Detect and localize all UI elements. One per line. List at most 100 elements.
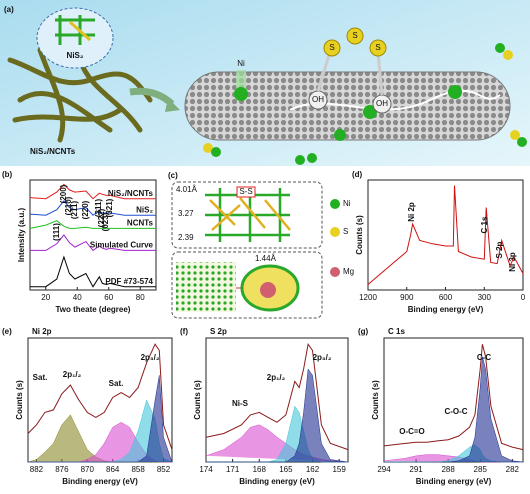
series-line bbox=[30, 234, 156, 252]
caption: NiS₂/NCNTs bbox=[30, 147, 76, 156]
x-tick-label: 168 bbox=[253, 465, 267, 474]
series-label: Simulated Curve bbox=[90, 241, 154, 250]
x-tick-label: 876 bbox=[55, 465, 69, 474]
x-axis-label: Binding energy (eV) bbox=[62, 477, 138, 486]
annotation: 2p₃/₂ bbox=[141, 353, 160, 362]
x-axis-label: Binding energy (eV) bbox=[416, 477, 492, 486]
tangle bbox=[7, 47, 153, 143]
x-tick-label: 80 bbox=[136, 293, 145, 302]
panel-label: (a) bbox=[4, 5, 14, 14]
x-tick-label: 852 bbox=[157, 465, 171, 474]
x-tick-label: 174 bbox=[199, 465, 213, 474]
charts: (b) 20 40 60 80 Two theate (degree) Intensity … bbox=[2, 170, 526, 486]
annotation: (211) bbox=[70, 201, 79, 220]
series-line bbox=[205, 342, 349, 451]
plot-frame bbox=[367, 179, 524, 291]
x-tick-label: 600 bbox=[439, 293, 453, 302]
x-tick-label: 870 bbox=[81, 465, 95, 474]
annotation: Sat. bbox=[33, 373, 48, 382]
annotation: Sat. bbox=[109, 379, 124, 388]
x-tick-label: 291 bbox=[409, 465, 423, 474]
series-line bbox=[29, 200, 156, 216]
x-tick-label: 858 bbox=[131, 465, 145, 474]
oh-label: OH bbox=[376, 99, 388, 108]
series-label: NCNTs bbox=[127, 219, 154, 228]
annotation: (210) bbox=[64, 196, 73, 215]
x-axis-label: Binding energy (eV) bbox=[239, 477, 315, 486]
distance: 3.27 bbox=[178, 209, 194, 218]
series-line bbox=[27, 343, 173, 450]
legend-label: Ni bbox=[343, 199, 351, 208]
annotation: C 1s bbox=[480, 216, 489, 233]
annotation: 2p₁/₂ bbox=[63, 370, 82, 379]
series-line bbox=[28, 375, 173, 463]
panel-label: (d) bbox=[352, 170, 363, 179]
legend-s bbox=[330, 227, 340, 237]
x-tick-label: 162 bbox=[306, 465, 320, 474]
legend-ni bbox=[330, 199, 340, 209]
series-line bbox=[383, 344, 524, 451]
annotation: Ni 3p bbox=[508, 252, 517, 272]
annotation: (111) bbox=[52, 223, 61, 241]
arrow-head bbox=[165, 98, 180, 112]
floating-molecules bbox=[203, 43, 527, 165]
x-tick-label: 171 bbox=[226, 465, 240, 474]
annotation: 2p₃/₂ bbox=[313, 353, 332, 362]
legend-mg bbox=[330, 267, 340, 277]
x-tick-label: 159 bbox=[332, 465, 346, 474]
panel-title: S 2p bbox=[210, 327, 227, 336]
distance: 2.39 bbox=[178, 233, 194, 242]
annotation: C-C bbox=[477, 353, 491, 362]
hydroxyl-atoms bbox=[308, 90, 392, 114]
x-tick-label: 0 bbox=[521, 293, 526, 302]
annotation: 2p₁/₂ bbox=[267, 373, 286, 382]
series-line bbox=[206, 368, 349, 463]
ni-atoms bbox=[234, 70, 462, 141]
x-tick-label: 40 bbox=[73, 293, 82, 302]
annotation: O-C=O bbox=[399, 427, 425, 436]
series-line bbox=[384, 356, 524, 463]
inset-label: NiS₂ bbox=[67, 51, 84, 60]
x-tick-label: 294 bbox=[377, 465, 391, 474]
annotation: (311) bbox=[94, 199, 103, 218]
inset bbox=[36, 7, 114, 69]
bond-box bbox=[236, 186, 256, 198]
s-label: S bbox=[329, 43, 334, 52]
x-tick-label: 60 bbox=[104, 293, 113, 302]
sulfur-atoms bbox=[323, 27, 387, 57]
panel-a: (a) NiS₂/NCNTs NiS₂ Ni OH OH S S S bbox=[0, 0, 530, 166]
bond-label: S-S bbox=[239, 187, 252, 196]
series-label: PDF #73-574 bbox=[105, 277, 153, 286]
panel-label: (c) bbox=[168, 171, 178, 180]
x-tick-label: 20 bbox=[41, 293, 50, 302]
plot-frame bbox=[29, 179, 157, 291]
x-tick-label: 300 bbox=[478, 293, 492, 302]
x-axis-label: Two theate (degree) bbox=[56, 305, 131, 314]
series-line bbox=[367, 185, 524, 285]
series-line bbox=[29, 220, 156, 229]
annotation: (222) bbox=[97, 208, 106, 227]
ni-label: Ni bbox=[237, 59, 245, 68]
legend-label: Mg bbox=[343, 267, 354, 276]
x-axis-label: Binding energy (eV) bbox=[408, 305, 484, 314]
annotation: (220) bbox=[81, 200, 90, 219]
panel-label: (e) bbox=[2, 327, 12, 336]
distance: 1.44Å bbox=[255, 254, 277, 263]
panel-title: Ni 2p bbox=[32, 327, 52, 336]
legend-label: S bbox=[343, 227, 348, 236]
series-label: NiS₂/NCNTs bbox=[108, 189, 154, 198]
s-label: S bbox=[375, 43, 380, 52]
y-axis-label: Counts (s) bbox=[193, 380, 202, 420]
bonds bbox=[316, 51, 384, 96]
annotation: C-O-C bbox=[444, 407, 467, 416]
distance: 4.01Å bbox=[176, 185, 198, 194]
series-line bbox=[30, 255, 156, 288]
x-tick-label: 288 bbox=[441, 465, 455, 474]
x-tick-label: 285 bbox=[474, 465, 488, 474]
series-line bbox=[29, 183, 156, 200]
x-tick-label: 165 bbox=[279, 465, 293, 474]
annotation: Ni 2p bbox=[407, 202, 416, 222]
panel-title: C 1s bbox=[388, 327, 405, 336]
